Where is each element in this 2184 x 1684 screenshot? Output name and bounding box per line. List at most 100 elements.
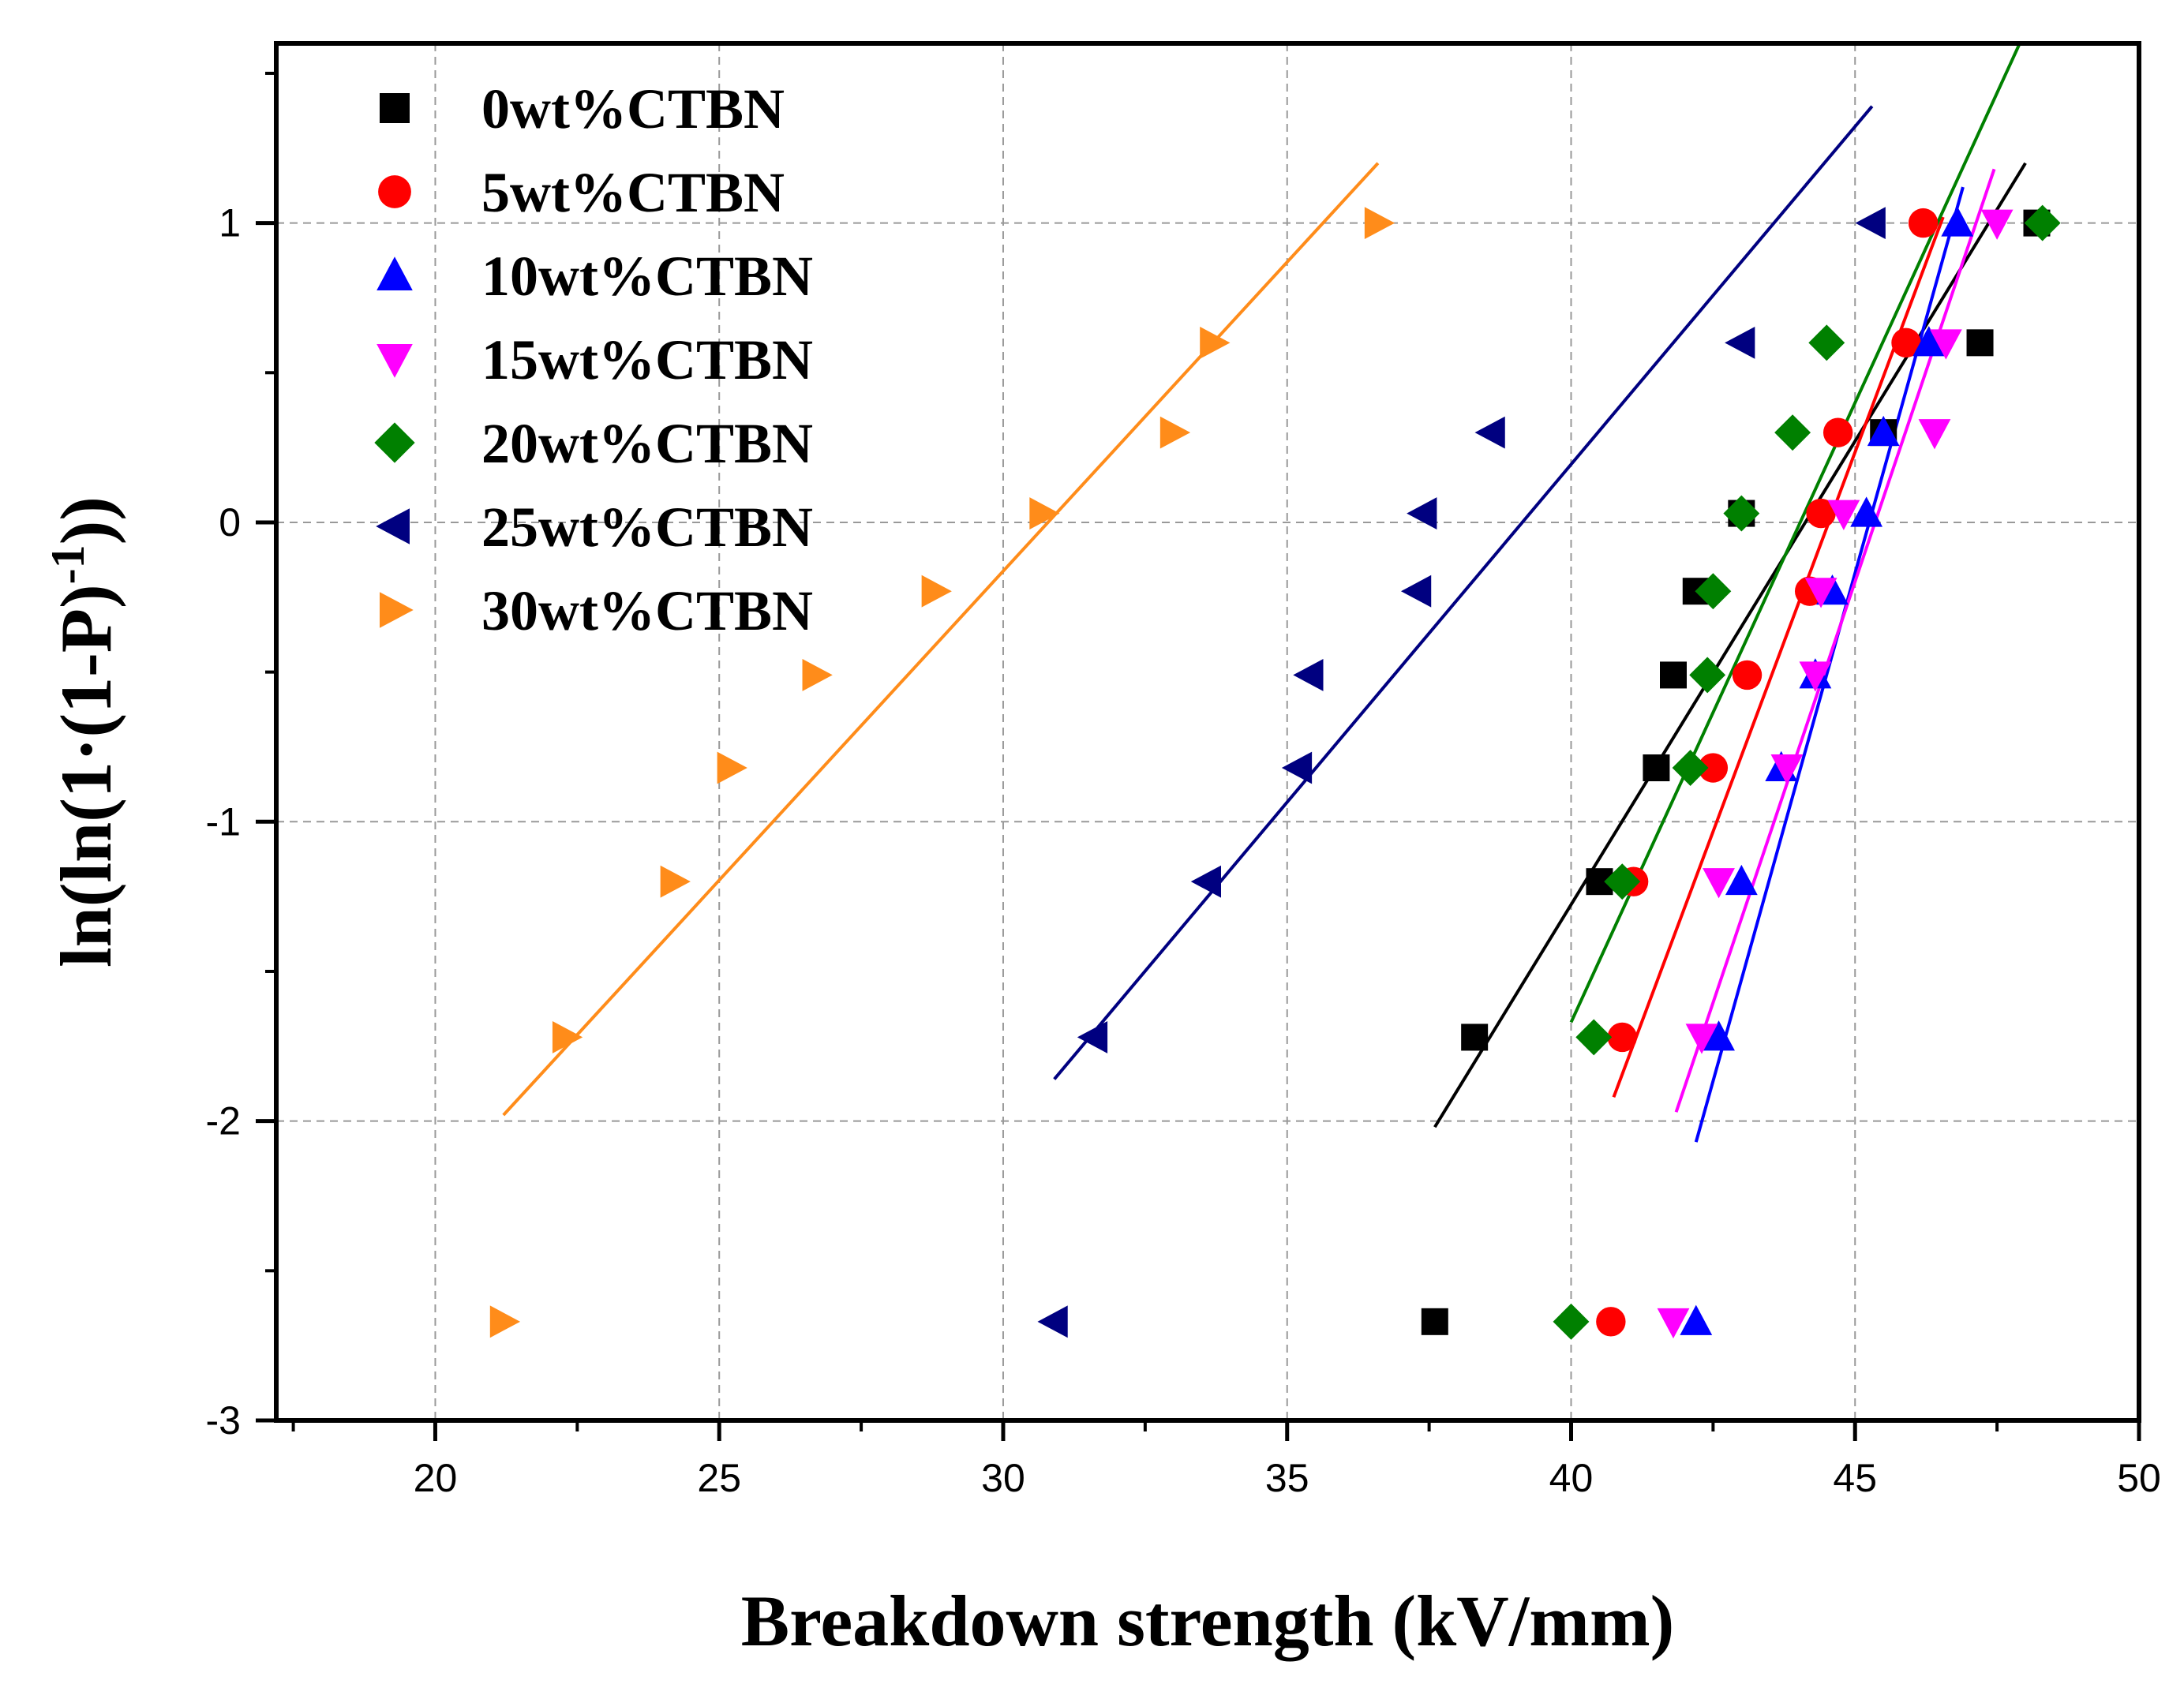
y-tick-label: 0 <box>219 500 241 544</box>
x-tick-label: 50 <box>2117 1456 2161 1500</box>
data-point-15wtpct-ctbn <box>1657 1308 1690 1339</box>
data-point-25wtpct-ctbn <box>1293 659 1324 691</box>
y-tick-label: -1 <box>206 799 241 844</box>
data-markers <box>489 204 2061 1340</box>
data-point-0wtpct-ctbn <box>1660 661 1687 689</box>
data-point-30wtpct-ctbn <box>660 865 691 898</box>
data-point-5wtpct-ctbn <box>1891 327 1921 358</box>
data-point-30wtpct-ctbn <box>802 659 833 691</box>
legend-label-5wtpct-ctbn: 5wt%CTBN <box>481 161 785 224</box>
data-point-25wtpct-ctbn <box>1190 865 1221 898</box>
data-point-15wtpct-ctbn <box>1799 661 1832 692</box>
data-point-30wtpct-ctbn <box>552 1021 583 1053</box>
data-point-10wtpct-ctbn <box>1941 206 1974 237</box>
data-point-25wtpct-ctbn <box>1400 574 1432 608</box>
data-point-30wtpct-ctbn <box>1200 326 1231 359</box>
legend: 0wt%CTBN 5wt%CTBN 10wt%CTBN 15wt%CTBN 20wt%C… <box>374 77 813 642</box>
data-point-20wtpct-ctbn <box>1808 324 1845 361</box>
fit-line-5wtpct-ctbn <box>1612 216 1945 1098</box>
data-point-10wtpct-ctbn <box>1867 415 1900 447</box>
legend-marker-10wtpct-ctbn <box>376 256 413 290</box>
data-point-5wtpct-ctbn <box>1698 753 1729 783</box>
data-point-0wtpct-ctbn <box>1421 1308 1448 1335</box>
data-point-20wtpct-ctbn <box>1553 1303 1590 1340</box>
legend-marker-25wtpct-ctbn <box>376 508 410 544</box>
data-point-10wtpct-ctbn <box>1912 326 1946 357</box>
data-point-15wtpct-ctbn <box>1827 500 1860 530</box>
y-tick-label: 1 <box>219 201 241 245</box>
legend-marker-30wtpct-ctbn <box>380 592 414 628</box>
data-point-20wtpct-ctbn <box>1723 495 1760 532</box>
data-point-25wtpct-ctbn <box>1725 326 1755 359</box>
data-point-30wtpct-ctbn <box>1364 207 1395 240</box>
legend-label-15wtpct-ctbn: 15wt%CTBN <box>481 328 813 391</box>
data-point-20wtpct-ctbn <box>1575 1019 1613 1056</box>
x-tick-label: 25 <box>697 1456 741 1500</box>
data-point-20wtpct-ctbn <box>1689 657 1726 694</box>
legend-label-0wtpct-ctbn: 0wt%CTBN <box>481 77 785 140</box>
data-point-25wtpct-ctbn <box>1407 497 1437 530</box>
legend-label-10wtpct-ctbn: 10wt%CTBN <box>481 245 813 308</box>
data-point-10wtpct-ctbn <box>1703 1020 1735 1051</box>
y-axis-title: ln(ln(1·(1-P)-1)) <box>42 496 126 967</box>
x-tick-label: 30 <box>981 1456 1025 1500</box>
data-point-25wtpct-ctbn <box>1281 751 1313 784</box>
legend-label-25wtpct-ctbn: 25wt%CTBN <box>481 496 813 559</box>
legend-marker-15wtpct-ctbn <box>376 344 413 378</box>
x-tick-label: 35 <box>1265 1456 1309 1500</box>
y-axis-title-closing: )) <box>46 496 126 544</box>
data-point-30wtpct-ctbn <box>717 751 747 784</box>
data-point-15wtpct-ctbn <box>1929 329 1962 360</box>
data-point-15wtpct-ctbn <box>1703 868 1735 899</box>
data-point-10wtpct-ctbn <box>1680 1304 1713 1335</box>
data-point-30wtpct-ctbn <box>489 1305 521 1338</box>
grid-lines <box>276 43 2139 1420</box>
data-point-10wtpct-ctbn <box>1850 496 1883 527</box>
legend-label-20wtpct-ctbn: 20wt%CTBN <box>481 412 813 475</box>
data-point-5wtpct-ctbn <box>1908 208 1939 238</box>
data-point-5wtpct-ctbn <box>1732 660 1763 690</box>
data-point-20wtpct-ctbn <box>1695 573 1732 610</box>
data-point-5wtpct-ctbn <box>1822 417 1853 447</box>
data-point-15wtpct-ctbn <box>1685 1023 1718 1054</box>
x-tick-label: 20 <box>414 1456 458 1500</box>
data-point-0wtpct-ctbn <box>1461 1023 1489 1051</box>
data-point-25wtpct-ctbn <box>1037 1305 1068 1338</box>
x-tick-label: 45 <box>1833 1456 1877 1500</box>
axes: 20 25 30 35 40 45 50 -3 -2 -1 0 1 <box>206 71 2161 1500</box>
data-point-15wtpct-ctbn <box>1918 419 1951 450</box>
data-point-0wtpct-ctbn <box>1966 329 1994 357</box>
data-point-20wtpct-ctbn <box>1774 414 1811 451</box>
legend-marker-5wtpct-ctbn <box>378 175 411 208</box>
y-axis-title-main: ln(ln(1·(1-P) <box>46 584 126 967</box>
plot-frame <box>274 41 2141 1423</box>
data-point-5wtpct-ctbn <box>1607 1022 1637 1053</box>
x-axis-title: Breakdown strength (kV/mm) <box>741 1581 1674 1661</box>
data-point-0wtpct-ctbn <box>1643 754 1670 782</box>
data-point-25wtpct-ctbn <box>1474 416 1505 449</box>
fit-line-30wtpct-ctbn <box>502 162 1380 1117</box>
data-point-20wtpct-ctbn <box>1604 863 1641 900</box>
data-point-15wtpct-ctbn <box>1804 578 1837 608</box>
data-point-30wtpct-ctbn <box>921 574 952 608</box>
y-tick-label: -2 <box>206 1099 241 1143</box>
data-point-15wtpct-ctbn <box>1770 754 1804 785</box>
legend-marker-0wtpct-ctbn <box>380 93 410 123</box>
data-point-5wtpct-ctbn <box>1596 1307 1626 1337</box>
data-point-5wtpct-ctbn <box>1806 498 1836 529</box>
x-tick-label: 40 <box>1549 1456 1594 1500</box>
y-axis-title-superscript: -1 <box>42 544 94 584</box>
y-tick-label: -3 <box>206 1398 241 1443</box>
legend-label-30wtpct-ctbn: 30wt%CTBN <box>481 579 813 642</box>
data-point-30wtpct-ctbn <box>1029 497 1060 530</box>
fit-line-25wtpct-ctbn <box>1053 105 1874 1080</box>
data-point-25wtpct-ctbn <box>1077 1021 1108 1053</box>
data-point-10wtpct-ctbn <box>1725 864 1758 896</box>
fit-line-20wtpct-ctbn <box>1569 43 2021 1023</box>
legend-marker-20wtpct-ctbn <box>374 422 415 463</box>
data-point-15wtpct-ctbn <box>1980 209 2014 240</box>
data-point-25wtpct-ctbn <box>1855 207 1886 240</box>
fit-line-15wtpct-ctbn <box>1674 168 1996 1113</box>
data-point-20wtpct-ctbn <box>1672 750 1709 786</box>
